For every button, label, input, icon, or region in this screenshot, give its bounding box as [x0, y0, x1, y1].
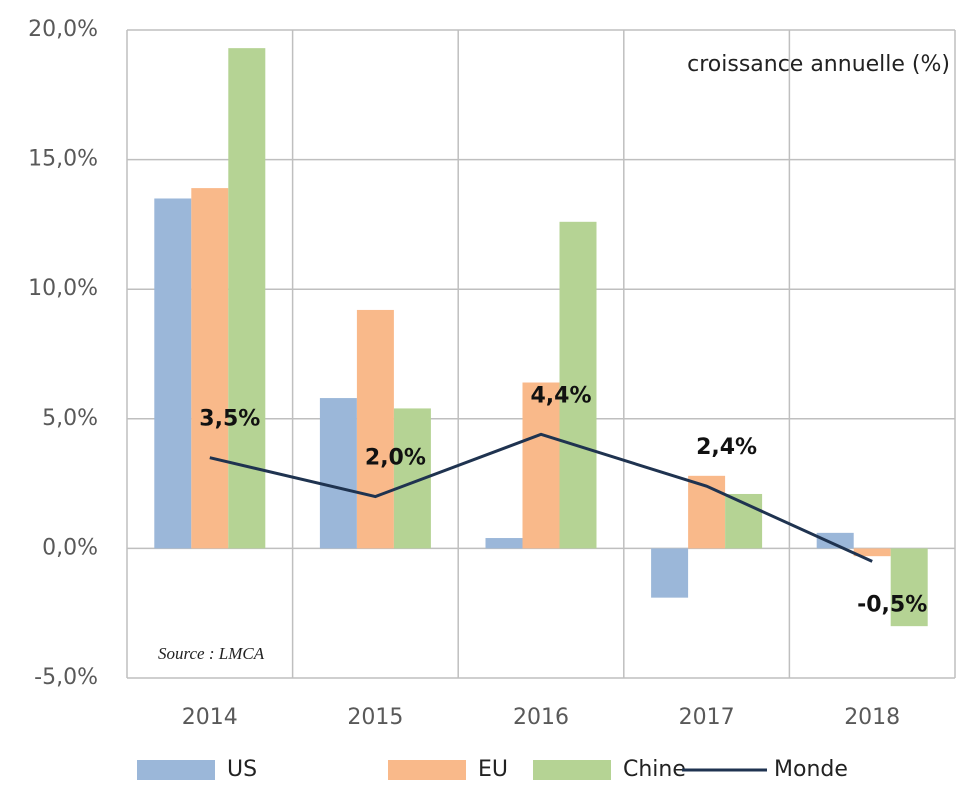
- x-tick-label: 2017: [679, 705, 735, 730]
- legend-label: Chine: [623, 757, 686, 782]
- x-tick-label: 2018: [844, 705, 900, 730]
- x-tick-label: 2014: [182, 705, 238, 730]
- bar: [319, 398, 357, 549]
- y-tick-label: 10,0%: [28, 276, 98, 301]
- legend-label: US: [227, 757, 257, 782]
- bar: [816, 532, 854, 549]
- y-tick-label: -5,0%: [34, 665, 98, 690]
- bar: [890, 548, 928, 627]
- data-label: 4,4%: [530, 383, 591, 408]
- bar: [356, 309, 394, 549]
- data-label: -0,5%: [857, 592, 927, 617]
- line: [209, 432, 873, 563]
- data-label: 2,0%: [365, 446, 426, 471]
- y-tick-label: 20,0%: [28, 17, 98, 42]
- bar: [522, 382, 560, 549]
- data-label: 2,4%: [696, 435, 757, 460]
- data-label: 3,5%: [199, 407, 260, 432]
- y-tick-label: 15,0%: [28, 147, 98, 172]
- bar: [154, 198, 192, 549]
- x-tick-label: 2016: [513, 705, 569, 730]
- bar: [559, 221, 597, 549]
- y-tick-label: 0,0%: [42, 535, 98, 560]
- bar: [485, 538, 523, 549]
- legend-swatch: [137, 760, 215, 780]
- legend-swatch: [533, 760, 611, 780]
- legend-label: EU: [478, 757, 508, 782]
- legend-label: Monde: [774, 757, 848, 782]
- x-tick-label: 2015: [347, 705, 403, 730]
- bar: [853, 548, 891, 557]
- legend-swatch: [388, 760, 466, 780]
- y-tick-label: 5,0%: [42, 406, 98, 431]
- source: Source : LMCA: [158, 644, 265, 663]
- annotation: croissance annuelle (%): [687, 52, 950, 77]
- bar: [228, 48, 266, 549]
- bar: [688, 475, 726, 549]
- bar: [651, 548, 689, 598]
- bar: [191, 188, 229, 549]
